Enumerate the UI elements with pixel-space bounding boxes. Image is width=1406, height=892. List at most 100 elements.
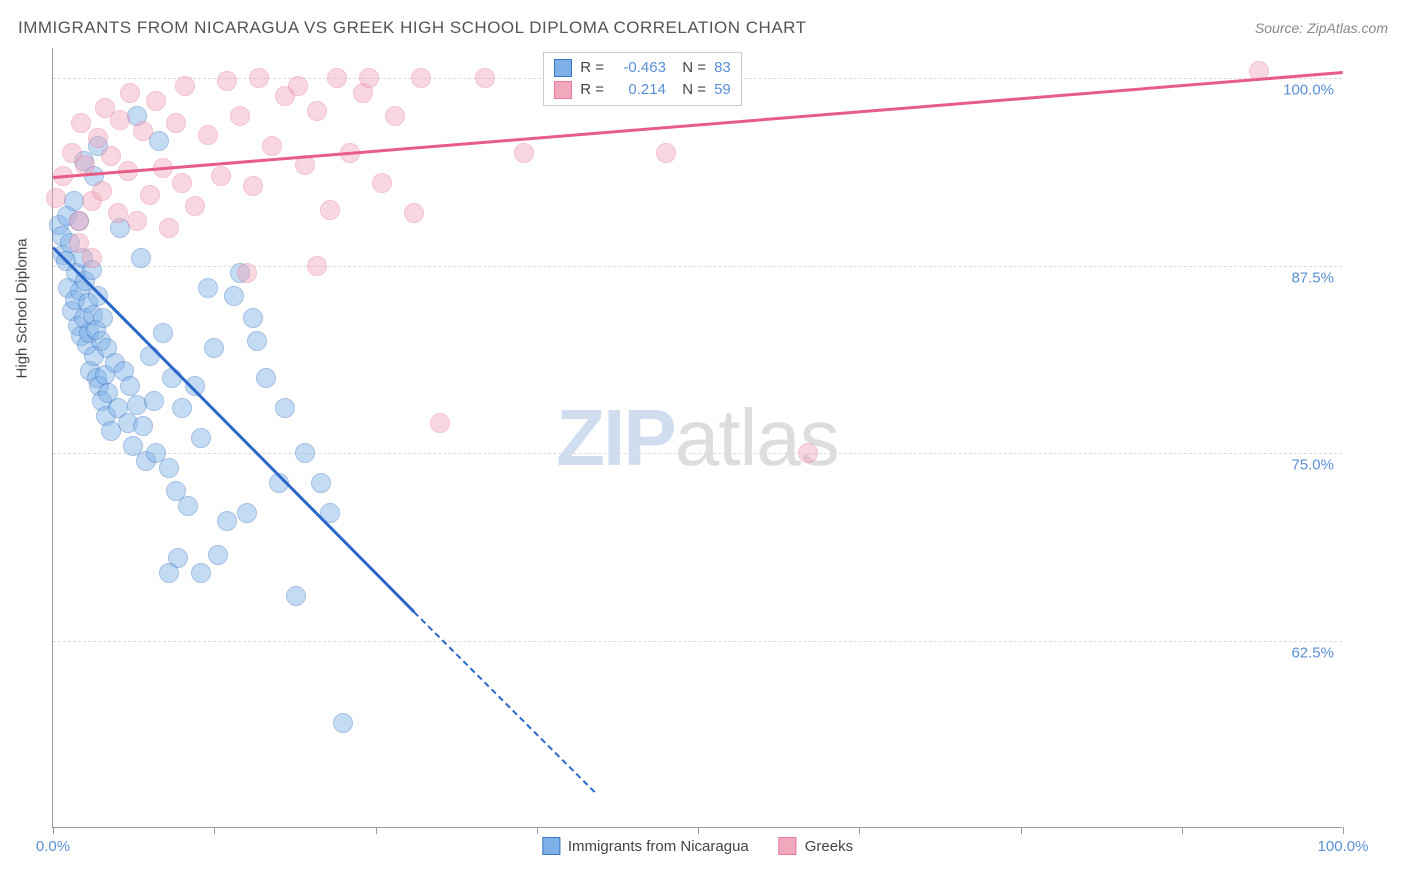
legend-n-label: N = bbox=[674, 57, 706, 79]
y-tick-label: 75.0% bbox=[1291, 457, 1334, 474]
x-tick-mark bbox=[376, 827, 377, 834]
legend-swatch bbox=[554, 59, 572, 77]
legend-r-value: -0.463 bbox=[612, 57, 666, 79]
scatter-point bbox=[46, 188, 66, 208]
scatter-point bbox=[230, 106, 250, 126]
scatter-point bbox=[385, 106, 405, 126]
scatter-point bbox=[198, 125, 218, 145]
scatter-point bbox=[256, 368, 276, 388]
x-tick-mark bbox=[537, 827, 538, 834]
scatter-point bbox=[159, 458, 179, 478]
scatter-point bbox=[262, 136, 282, 156]
trend-line bbox=[413, 611, 595, 792]
x-tick-mark bbox=[1343, 827, 1344, 834]
scatter-point bbox=[191, 428, 211, 448]
scatter-point bbox=[224, 286, 244, 306]
scatter-point bbox=[185, 196, 205, 216]
scatter-point bbox=[146, 91, 166, 111]
scatter-point bbox=[131, 248, 151, 268]
y-tick-label: 87.5% bbox=[1291, 269, 1334, 286]
bottom-legend-label: Greeks bbox=[805, 838, 853, 855]
scatter-point bbox=[191, 563, 211, 583]
legend-r-label: R = bbox=[580, 79, 604, 101]
scatter-point bbox=[144, 391, 164, 411]
bottom-legend-item: Immigrants from Nicaragua bbox=[542, 837, 749, 855]
scatter-point bbox=[88, 128, 108, 148]
watermark: ZIPatlas bbox=[556, 392, 838, 484]
gridline bbox=[53, 453, 1342, 454]
legend-box: R = -0.463 N = 83R = 0.214 N = 59 bbox=[543, 52, 742, 106]
plot-area: ZIPatlas 62.5%75.0%87.5%100.0%0.0%100.0%… bbox=[52, 48, 1342, 828]
scatter-point bbox=[359, 68, 379, 88]
scatter-point bbox=[217, 71, 237, 91]
scatter-point bbox=[656, 143, 676, 163]
legend-n-label: N = bbox=[674, 79, 706, 101]
x-tick-mark bbox=[859, 827, 860, 834]
scatter-point bbox=[140, 185, 160, 205]
x-tick-mark bbox=[698, 827, 699, 834]
x-tick-mark bbox=[214, 827, 215, 834]
scatter-point bbox=[237, 503, 257, 523]
legend-swatch bbox=[779, 837, 797, 855]
scatter-point bbox=[320, 200, 340, 220]
legend-r-value: 0.214 bbox=[612, 79, 666, 101]
scatter-point bbox=[286, 586, 306, 606]
scatter-point bbox=[204, 338, 224, 358]
legend-swatch bbox=[542, 837, 560, 855]
source-label: Source: ZipAtlas.com bbox=[1255, 20, 1388, 36]
scatter-point bbox=[249, 68, 269, 88]
chart-title: IMMIGRANTS FROM NICARAGUA VS GREEK HIGH … bbox=[18, 18, 807, 38]
watermark-atlas: atlas bbox=[675, 393, 839, 482]
scatter-point bbox=[198, 278, 218, 298]
scatter-point bbox=[430, 413, 450, 433]
y-tick-label: 100.0% bbox=[1283, 82, 1334, 99]
y-axis-label: High School Diploma bbox=[14, 238, 31, 378]
scatter-point bbox=[307, 256, 327, 276]
scatter-point bbox=[475, 68, 495, 88]
scatter-point bbox=[110, 110, 130, 130]
watermark-zip: ZIP bbox=[556, 393, 674, 482]
scatter-point bbox=[217, 511, 237, 531]
x-tick-label: 0.0% bbox=[36, 838, 70, 855]
scatter-point bbox=[162, 368, 182, 388]
legend-row: R = 0.214 N = 59 bbox=[554, 79, 731, 101]
scatter-point bbox=[327, 68, 347, 88]
scatter-point bbox=[175, 76, 195, 96]
scatter-point bbox=[275, 398, 295, 418]
legend-row: R = -0.463 N = 83 bbox=[554, 57, 731, 79]
scatter-point bbox=[133, 121, 153, 141]
scatter-point bbox=[92, 181, 112, 201]
scatter-point bbox=[159, 563, 179, 583]
scatter-point bbox=[108, 203, 128, 223]
scatter-point bbox=[208, 545, 228, 565]
scatter-point bbox=[140, 346, 160, 366]
legend-n-value: 83 bbox=[714, 57, 731, 79]
scatter-point bbox=[133, 416, 153, 436]
scatter-point bbox=[243, 308, 263, 328]
scatter-point bbox=[101, 146, 121, 166]
scatter-point bbox=[127, 211, 147, 231]
scatter-point bbox=[798, 443, 818, 463]
scatter-point bbox=[69, 211, 89, 231]
scatter-point bbox=[411, 68, 431, 88]
x-tick-mark bbox=[53, 827, 54, 834]
legend-swatch bbox=[554, 81, 572, 99]
scatter-point bbox=[237, 263, 257, 283]
scatter-point bbox=[372, 173, 392, 193]
scatter-point bbox=[120, 376, 140, 396]
x-tick-mark bbox=[1182, 827, 1183, 834]
scatter-point bbox=[307, 101, 327, 121]
scatter-point bbox=[71, 113, 91, 133]
scatter-point bbox=[243, 176, 263, 196]
scatter-point bbox=[93, 308, 113, 328]
scatter-point bbox=[288, 76, 308, 96]
scatter-point bbox=[514, 143, 534, 163]
scatter-point bbox=[172, 398, 192, 418]
x-tick-label: 100.0% bbox=[1318, 838, 1369, 855]
scatter-point bbox=[120, 83, 140, 103]
scatter-point bbox=[404, 203, 424, 223]
y-tick-label: 62.5% bbox=[1291, 644, 1334, 661]
legend-r-label: R = bbox=[580, 57, 604, 79]
bottom-legend: Immigrants from Nicaragua Greeks bbox=[542, 837, 853, 855]
x-tick-mark bbox=[1021, 827, 1022, 834]
